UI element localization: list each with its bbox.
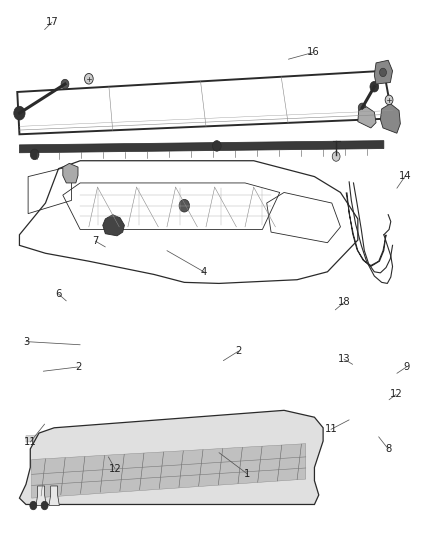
Circle shape xyxy=(30,149,39,160)
Polygon shape xyxy=(36,486,46,505)
Text: 4: 4 xyxy=(201,267,207,277)
Text: 12: 12 xyxy=(390,390,403,399)
Text: 2: 2 xyxy=(235,346,242,356)
Polygon shape xyxy=(103,215,124,236)
Text: 18: 18 xyxy=(338,297,350,308)
Circle shape xyxy=(41,502,48,510)
Circle shape xyxy=(332,152,340,161)
Polygon shape xyxy=(49,486,60,505)
Text: 3: 3 xyxy=(23,337,29,346)
Text: 7: 7 xyxy=(92,236,99,246)
Circle shape xyxy=(179,199,190,212)
Text: 11: 11 xyxy=(325,424,337,434)
Polygon shape xyxy=(374,60,392,84)
Text: 13: 13 xyxy=(338,354,350,364)
Text: 8: 8 xyxy=(385,444,391,454)
Text: 14: 14 xyxy=(399,171,412,181)
Circle shape xyxy=(61,79,69,89)
Text: 2: 2 xyxy=(75,362,81,372)
Circle shape xyxy=(379,68,386,77)
Text: 12: 12 xyxy=(109,464,121,473)
Circle shape xyxy=(85,74,93,84)
Text: 16: 16 xyxy=(307,47,320,58)
Text: 11: 11 xyxy=(24,437,37,447)
Text: 1: 1 xyxy=(244,469,251,479)
Polygon shape xyxy=(380,103,400,133)
Polygon shape xyxy=(32,443,306,498)
Circle shape xyxy=(30,502,37,510)
Polygon shape xyxy=(19,141,384,153)
Circle shape xyxy=(370,82,378,92)
Polygon shape xyxy=(63,164,78,183)
Text: 17: 17 xyxy=(46,17,58,27)
Polygon shape xyxy=(26,417,314,442)
Circle shape xyxy=(14,106,25,120)
Polygon shape xyxy=(358,107,376,128)
Circle shape xyxy=(358,103,366,112)
Circle shape xyxy=(212,141,221,151)
Circle shape xyxy=(385,95,393,104)
Text: 6: 6 xyxy=(55,289,62,299)
Text: 9: 9 xyxy=(403,362,410,372)
Polygon shape xyxy=(19,410,323,504)
